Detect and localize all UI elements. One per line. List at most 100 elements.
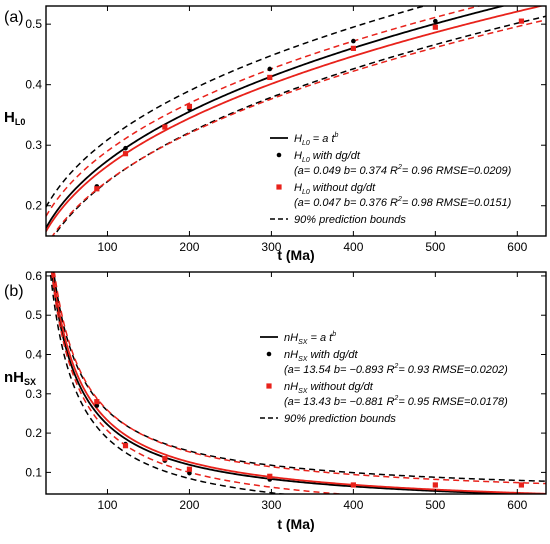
legend-entry-label-part: H [294, 133, 302, 145]
legend-circle-swatch [266, 351, 272, 357]
legend-entry-label-part: H [294, 182, 302, 194]
legend-entry-label-part: b [332, 331, 336, 338]
x-tick-label: 600 [507, 498, 527, 512]
y-tick-label: 0.2 [25, 199, 42, 213]
legend-entry-detail-part: (a= 13.54 b= −0.893 R [284, 364, 394, 376]
x-tick-label: 500 [425, 240, 445, 254]
legend-entry-label-part: H [294, 150, 302, 162]
legend-entry-label: 90% prediction bounds [284, 413, 396, 425]
legend-entry-label-part: = a t [307, 332, 333, 344]
legend-entry-label: HL0 without dg/dt [294, 182, 376, 196]
legend-entry-detail: (a= 13.43 b= −0.881 R2= 0.95 RMSE=0.0178… [284, 395, 508, 408]
legend-entry-detail-part: (a= 13.43 b= −0.881 R [284, 396, 394, 408]
legend-entry-detail: (a= 0.049 b= 0.374 R2= 0.96 RMSE=0.0209) [294, 164, 512, 177]
x-tick-label: 200 [179, 240, 199, 254]
series-fit-without [46, 6, 545, 232]
legend-entry-label: nHSX without dg/dt [284, 381, 374, 395]
data-point-without [267, 473, 273, 479]
legend-entry-label: nHSX with dg/dt [284, 349, 358, 363]
legend-entry-label-part: 90% prediction bounds [294, 214, 406, 226]
y-axis-label-part: nH [4, 369, 24, 386]
x-tick-label: 100 [97, 498, 117, 512]
data-point-without [186, 466, 193, 472]
legend-entry-label: HL0 with dg/dt [294, 150, 361, 164]
data-point-without [94, 399, 100, 405]
y-axis-label-part: SX [24, 377, 36, 387]
axes-frame [45, 271, 547, 495]
legend-entry-detail: (a= 0.047 b= 0.376 R2= 0.98 RMSE=0.0151) [294, 196, 512, 209]
y-axis-label: nHSX [4, 369, 36, 387]
y-axis-label: HL0 [4, 109, 25, 127]
x-tick-label: 100 [97, 240, 117, 254]
legend-entry-detail-part: = 0.98 RMSE=0.0151) [402, 197, 512, 209]
y-tick-label: 0.1 [25, 465, 42, 479]
legend-entry-label-part: without dg/dt [307, 381, 373, 393]
x-tick-label: 300 [261, 498, 281, 512]
data-point-without [94, 186, 100, 192]
legend-entry-detail-part: (a= 0.049 b= 0.374 R [294, 165, 398, 177]
legend-entry-label-part: L0 [302, 140, 310, 147]
data-point-without [162, 124, 168, 130]
x-tick-label: 500 [425, 498, 445, 512]
legend-entry-label: nHSX = a tb [284, 331, 336, 346]
x-tick-label: 400 [343, 240, 363, 254]
x-tick-label: 300 [261, 240, 281, 254]
legend-entry-label: 90% prediction bounds [294, 214, 406, 226]
series-pred-without-upper [53, 272, 546, 485]
data-point-without [186, 103, 193, 110]
legend-square-swatch [276, 184, 282, 190]
legend-entry-detail-part: 2 [397, 196, 402, 203]
series-pred-without-lower [51, 19, 546, 236]
legend-entry-label: HL0 = a tb [294, 132, 339, 147]
data-point-without [122, 443, 129, 449]
y-tick-label: 0.3 [25, 387, 42, 401]
x-tick-label: 400 [343, 498, 363, 512]
legend-entry-label-part: SX [298, 339, 308, 346]
series-pred-with-lower [49, 272, 290, 494]
legend-entry-label-part: = a t [310, 133, 336, 145]
legend-entry-detail-part: = 0.95 RMSE=0.0178) [398, 396, 508, 408]
data-point-without [267, 74, 273, 81]
y-tick-label: 0.4 [25, 348, 42, 362]
data-point-without [122, 151, 129, 157]
legend-entry-label-part: with dg/dt [310, 150, 361, 162]
data-point-with [267, 66, 273, 72]
legend-entry-detail-part: 2 [393, 395, 398, 402]
y-tick-label: 0.5 [25, 308, 42, 322]
panel-label: (b) [4, 283, 24, 300]
y-tick-label: 0.3 [25, 138, 42, 152]
panel-label: (a) [4, 9, 24, 26]
legend: nHSX = a tb nHSX with dg/dt(a= 13.54 b= −… [260, 331, 508, 425]
chart-panel-b: 100 200 300 400 500 600 0.1 0.2 0.3 0.4 0.5 0.6 t (M… [4, 269, 547, 532]
data-point-without [350, 482, 356, 488]
legend-entry-label-part: b [335, 132, 339, 139]
y-axis-label-part: L0 [15, 117, 26, 127]
legend-entry-detail-part: = 0.93 RMSE=0.0202) [398, 364, 508, 376]
series-pred-with-upper [52, 272, 546, 482]
curves-group [49, 272, 546, 494]
series-pred-without-upper [46, 6, 482, 217]
legend-entry-detail-part: (a= 0.047 b= 0.376 R [294, 197, 398, 209]
y-tick-label: 0.4 [25, 78, 42, 92]
x-axis-label: t (Ma) [277, 247, 314, 263]
data-point-with [433, 18, 438, 24]
y-axis-label-part: H [4, 109, 15, 126]
legend-entry-label-part: nH [284, 349, 298, 361]
data-point-with [94, 403, 100, 408]
legend-entry-detail-part: 2 [393, 363, 398, 370]
legend-entry-detail: (a= 13.54 b= −0.893 R2= 0.93 RMSE=0.0202… [284, 363, 508, 376]
series-fit-with [46, 6, 507, 229]
data-point-with [351, 38, 356, 44]
y-tick-label: 0.5 [25, 17, 42, 31]
data-point-without [518, 482, 525, 488]
legend-entry-label-part: nH [284, 332, 298, 344]
x-tick-label: 600 [507, 240, 527, 254]
data-point-without [350, 45, 356, 51]
axes-frame [45, 5, 547, 237]
data-point-without [432, 482, 438, 488]
series-pred-without-lower [50, 272, 351, 494]
series-pred-with-upper [46, 6, 427, 208]
